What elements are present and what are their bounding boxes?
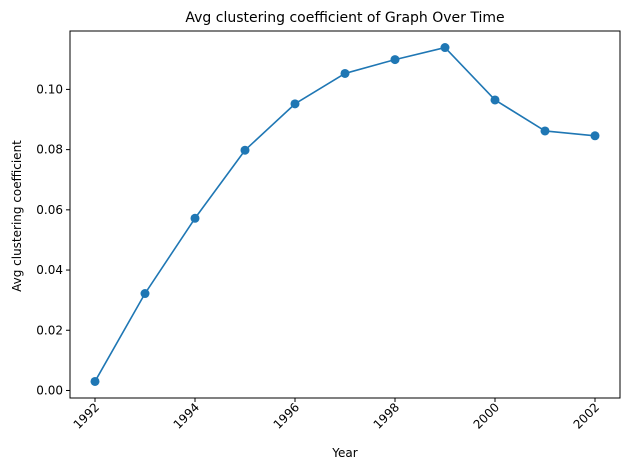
data-point: [590, 131, 600, 141]
data-point: [290, 99, 300, 109]
y-tick-label: 0.04: [36, 263, 63, 277]
data-point: [490, 95, 500, 105]
x-axis-label: Year: [331, 446, 357, 460]
plot-frame: [69, 30, 621, 399]
data-point: [440, 43, 450, 53]
data-point: [240, 145, 250, 155]
y-tick-label: 0.10: [36, 82, 63, 96]
y-tick-label: 0.06: [36, 203, 63, 217]
y-tick-label: 0.00: [36, 383, 63, 397]
y-axis-label: Avg clustering coefficient: [10, 140, 24, 292]
data-point: [90, 376, 100, 386]
data-point: [140, 289, 150, 299]
data-point: [340, 68, 350, 78]
data-point: [540, 126, 550, 136]
data-point: [190, 213, 200, 223]
chart-title: Avg clustering coefficient of Graph Over…: [185, 10, 504, 26]
data-point: [390, 55, 400, 65]
y-tick-label: 0.02: [36, 323, 63, 337]
y-tick-label: 0.08: [36, 143, 63, 157]
